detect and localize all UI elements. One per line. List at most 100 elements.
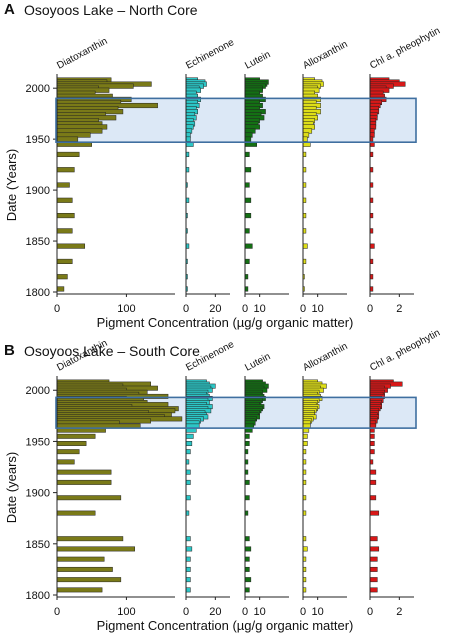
y-tick-label: 1900 bbox=[26, 185, 50, 197]
bar bbox=[369, 566, 378, 572]
track-chl-a-pheophytin: 0 2 Chl a. pheophytin bbox=[367, 25, 442, 315]
bar bbox=[244, 577, 252, 583]
bar bbox=[185, 479, 191, 485]
y-tick-label: 1950 bbox=[26, 436, 50, 448]
x-tick-label: 0 bbox=[183, 303, 189, 315]
track-alloxanthin: 0 10 Alloxanthin bbox=[300, 341, 350, 618]
chart-title: Osoyoos Lake – South Core bbox=[24, 343, 200, 359]
bar bbox=[369, 556, 378, 562]
series-label: Lutein bbox=[243, 49, 272, 72]
x-tick-label: 0 bbox=[367, 303, 373, 315]
bar bbox=[56, 286, 65, 292]
track-lutein: 0 10 Lutein bbox=[242, 351, 289, 618]
y-tick-label: 1950 bbox=[26, 134, 50, 146]
bar bbox=[244, 441, 250, 446]
bar bbox=[56, 167, 75, 173]
bar bbox=[244, 182, 250, 188]
bar bbox=[244, 243, 253, 249]
bar bbox=[56, 459, 75, 465]
track-chl-a-pheophytin: 0 2 Chl a. pheophytin bbox=[367, 327, 442, 618]
bar bbox=[244, 228, 250, 234]
x-tick-label: 20 bbox=[209, 303, 221, 315]
highlight-band-border bbox=[55, 396, 417, 429]
bar bbox=[369, 510, 380, 516]
y-tick-label: 1800 bbox=[26, 287, 50, 299]
x-tick-label: 10 bbox=[254, 606, 266, 618]
bar bbox=[56, 577, 122, 583]
bar bbox=[369, 449, 375, 455]
bar bbox=[369, 495, 377, 501]
x-tick-label: 100 bbox=[117, 303, 135, 315]
bar bbox=[185, 433, 194, 439]
y-axis-label: Date (years) bbox=[4, 452, 19, 524]
series-label: Chl a. pheophytin bbox=[368, 327, 442, 373]
bar bbox=[302, 243, 308, 249]
x-tick-label: 0 bbox=[54, 606, 60, 618]
bar bbox=[56, 479, 112, 485]
bar bbox=[56, 274, 68, 280]
panel-letter: B bbox=[4, 342, 15, 359]
bar bbox=[244, 151, 250, 157]
bar bbox=[302, 441, 308, 446]
bar bbox=[244, 546, 252, 552]
x-tick-label: 2 bbox=[396, 606, 402, 618]
x-axis-label: Pigment Concentration (µg/g organic matt… bbox=[97, 618, 354, 633]
bar bbox=[56, 213, 75, 219]
x-tick-label: 0 bbox=[54, 303, 60, 315]
bar bbox=[369, 243, 375, 249]
bar bbox=[185, 587, 191, 593]
y-tick-label: 2000 bbox=[26, 385, 50, 397]
bar bbox=[369, 469, 377, 475]
bar bbox=[244, 433, 250, 439]
bar bbox=[56, 197, 73, 203]
bar bbox=[244, 197, 252, 203]
series-label: Echinenone bbox=[184, 37, 236, 72]
bar bbox=[302, 546, 308, 552]
bar bbox=[185, 136, 191, 142]
bar bbox=[56, 228, 73, 234]
bar bbox=[244, 495, 250, 501]
x-tick-label: 10 bbox=[254, 303, 266, 315]
bar bbox=[56, 151, 80, 157]
y-tick-label: 1850 bbox=[26, 236, 50, 248]
x-tick-label: 10 bbox=[312, 303, 324, 315]
x-tick-label: 0 bbox=[242, 303, 248, 315]
x-tick-label: 0 bbox=[367, 606, 373, 618]
x-tick-label: 10 bbox=[312, 606, 324, 618]
bar bbox=[369, 577, 378, 583]
bar bbox=[244, 167, 252, 173]
bar bbox=[56, 587, 103, 593]
bar bbox=[56, 182, 70, 188]
y-tick-label: 1900 bbox=[26, 488, 50, 500]
y-tick-label: 1800 bbox=[26, 590, 50, 602]
bar bbox=[302, 433, 308, 439]
series-label: Alloxanthin bbox=[301, 39, 349, 72]
bar bbox=[56, 243, 86, 249]
x-tick-label: 0 bbox=[242, 606, 248, 618]
chart-title: Osoyoos Lake – North Core bbox=[24, 2, 198, 18]
panel-south-core: B Osoyoos Lake – South Core Pigment Conc… bbox=[4, 327, 442, 633]
bar bbox=[369, 536, 378, 542]
bar bbox=[56, 469, 112, 475]
bar bbox=[56, 546, 135, 552]
series-label: Chl a. pheophytin bbox=[368, 25, 442, 71]
bar bbox=[185, 566, 191, 572]
y-axis-label: Date (Years) bbox=[4, 149, 19, 222]
track-alloxanthin: 0 10 Alloxanthin bbox=[300, 39, 350, 315]
panel-letter: A bbox=[4, 1, 15, 18]
bar bbox=[185, 556, 191, 562]
bar bbox=[56, 433, 96, 439]
x-tick-label: 0 bbox=[183, 606, 189, 618]
bar bbox=[369, 441, 375, 446]
y-tick-label: 2000 bbox=[26, 83, 50, 95]
bar bbox=[244, 587, 250, 593]
bar bbox=[244, 566, 250, 572]
bar bbox=[185, 469, 191, 475]
bar bbox=[56, 536, 124, 542]
bar bbox=[302, 136, 308, 142]
bar bbox=[244, 479, 250, 485]
bar bbox=[369, 479, 377, 485]
